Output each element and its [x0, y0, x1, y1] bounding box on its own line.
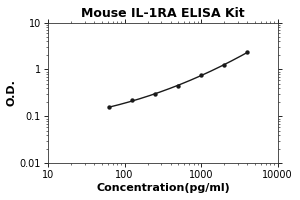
Title: Mouse IL-1RA ELISA Kit: Mouse IL-1RA ELISA Kit	[81, 7, 245, 20]
Point	[245, 51, 250, 54]
Point	[153, 92, 158, 96]
Point	[199, 73, 204, 76]
Point	[222, 63, 226, 66]
X-axis label: Concentration(pg/ml): Concentration(pg/ml)	[96, 183, 230, 193]
Point	[106, 106, 111, 109]
Point	[176, 85, 181, 88]
Y-axis label: O.D.: O.D.	[7, 79, 17, 106]
Point	[130, 99, 134, 102]
